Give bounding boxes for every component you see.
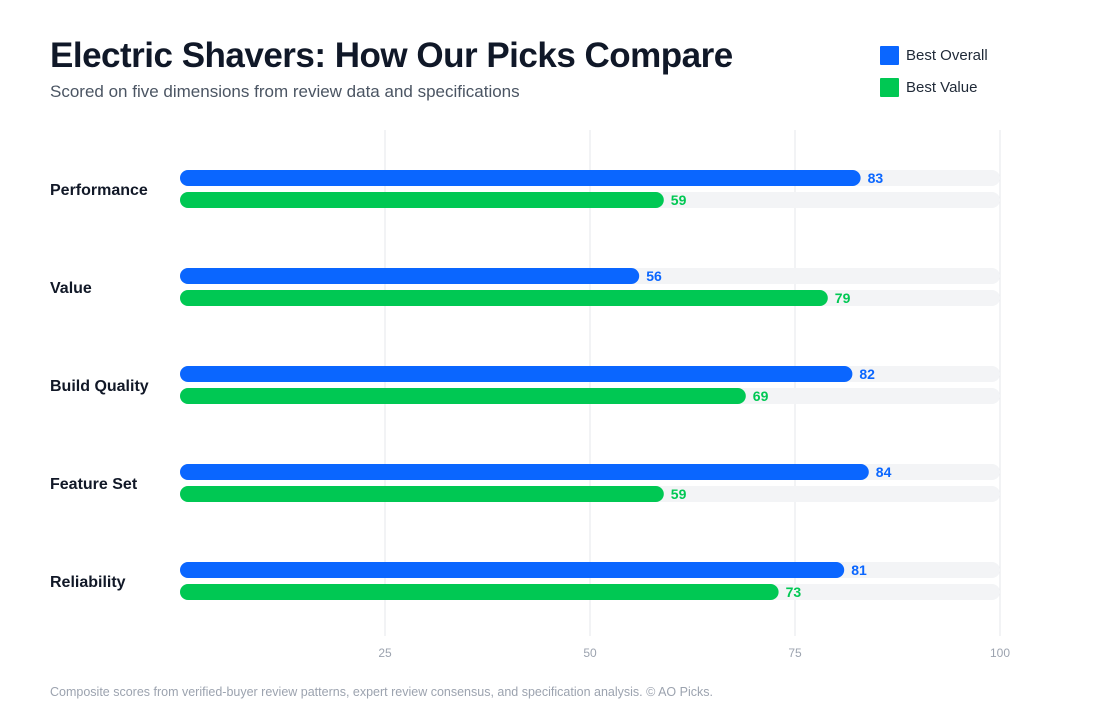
- legend-item-best-overall: Best Overall: [880, 45, 988, 65]
- legend-swatch-best-overall: [880, 45, 899, 65]
- value-label-feature-set-best-overall: 84: [876, 464, 892, 480]
- value-label-reliability-best-value: 73: [786, 584, 802, 600]
- category-label-feature-set: Feature Set: [50, 476, 138, 493]
- value-label-build-quality-best-overall: 82: [859, 366, 875, 382]
- bar-reliability-best-overall: [180, 562, 845, 578]
- legend-swatch-best-value: [880, 77, 899, 97]
- bar-value-best-value: [180, 290, 828, 306]
- value-label-feature-set-best-value: 59: [671, 486, 687, 502]
- category-label-reliability: Reliability: [50, 574, 126, 591]
- value-label-performance-best-overall: 83: [868, 170, 884, 186]
- category-label-performance: Performance: [50, 182, 148, 199]
- bar-feature-set-best-overall: [180, 464, 869, 480]
- tick-label-75: 75: [788, 646, 802, 660]
- bar-build-quality-best-value: [180, 388, 746, 404]
- category-label-build-quality: Build Quality: [50, 378, 149, 395]
- bar-performance-best-overall: [180, 170, 861, 186]
- bar-reliability-best-value: [180, 584, 779, 600]
- bar-feature-set-best-value: [180, 486, 664, 502]
- legend-item-best-value: Best Value: [880, 77, 988, 97]
- bar-value-best-overall: [180, 268, 640, 284]
- legend: Best Overall Best Value: [880, 45, 988, 109]
- tick-label-50: 50: [583, 646, 597, 660]
- bar-performance-best-value: [180, 192, 664, 208]
- value-label-reliability-best-overall: 81: [851, 562, 867, 578]
- legend-label-best-overall: Best Overall: [906, 46, 988, 64]
- chart-title: Electric Shavers: How Our Picks Compare: [50, 36, 733, 75]
- bar-build-quality-best-overall: [180, 366, 853, 382]
- tick-label-25: 25: [378, 646, 392, 660]
- category-label-value: Value: [50, 280, 92, 297]
- footer-note: Composite scores from verified-buyer rev…: [50, 685, 713, 699]
- value-label-value-best-value: 79: [835, 290, 851, 306]
- legend-label-best-value: Best Value: [906, 78, 978, 96]
- tick-label-100: 100: [990, 646, 1010, 660]
- value-label-build-quality-best-value: 69: [753, 388, 769, 404]
- chart-subtitle: Scored on five dimensions from review da…: [50, 82, 520, 101]
- value-label-performance-best-value: 59: [671, 192, 687, 208]
- value-label-value-best-overall: 56: [646, 268, 662, 284]
